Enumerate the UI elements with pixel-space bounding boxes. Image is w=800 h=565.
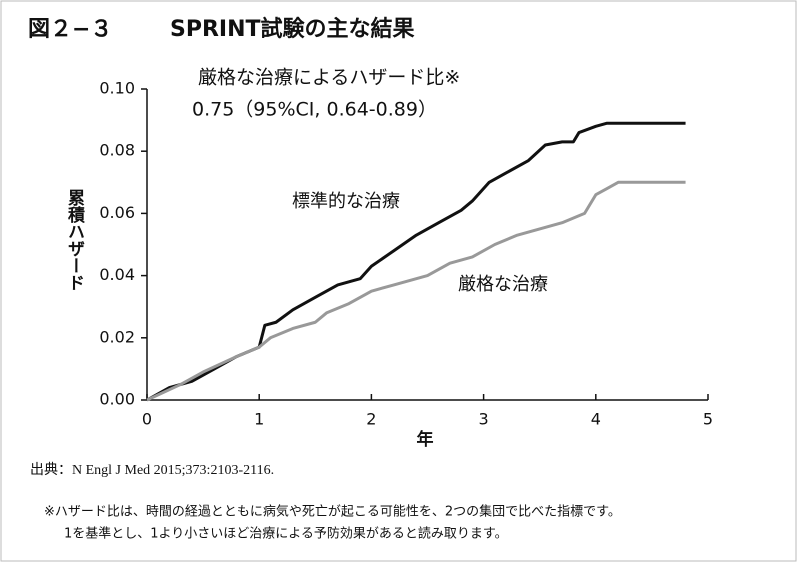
series-label: 厳格な治療 [458,274,548,295]
y-tick-label: 0.04 [99,265,135,284]
source: 出典：N Engl J Med 2015;373:2103-2116. [30,462,274,478]
y-tick-label: 0.02 [99,327,135,346]
x-tick-label: 4 [591,410,601,429]
y-tick-label: 0.06 [99,203,135,222]
chart-title: SPRINT試験の主な結果 [170,16,415,42]
y-axis-label: 累積ハザード [64,189,85,291]
y-tick-label: 0.10 [99,79,135,98]
x-tick-label: 2 [366,410,376,429]
y-tick-label: 0.00 [99,390,135,409]
x-tick-label: 1 [254,410,264,429]
x-tick-label: 5 [703,410,713,429]
annotation: 0.75（95%CI, 0.64-0.89） [192,99,437,121]
series-line [146,180,686,402]
x-axis-label: 年 [417,429,434,450]
x-tick-label: 0 [142,410,152,429]
footnote: ※ハザード比は、時間の経過とともに病気や死亡が起こる可能性を、2つの集団で比べた… [44,504,621,520]
y-tick-label: 0.08 [99,141,135,160]
annotation: 厳格な治療によるハザード比※ [198,67,460,89]
x-tick-label: 3 [479,410,489,429]
figure-number: 図２−３ [28,17,112,42]
footnote: 1を基準とし、1より小さいほど治療による予防効果があると読み取ります。 [64,526,508,542]
series-label: 標準的な治療 [292,191,400,212]
